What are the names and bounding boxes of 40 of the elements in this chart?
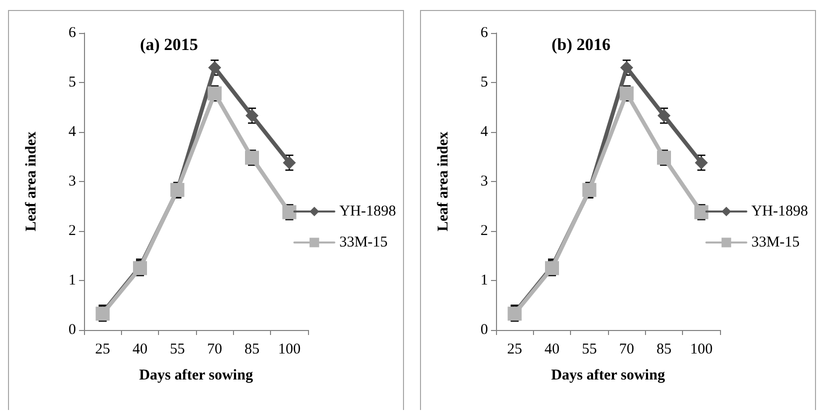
x-tick-label: 40 <box>544 342 560 358</box>
x-tick-label: 70 <box>619 342 634 358</box>
x-axis-title: Days after sowing <box>139 368 254 384</box>
y-axis-title: Leaf area index <box>24 131 40 232</box>
y-tick-label: 0 <box>480 322 488 338</box>
y-tick-label: 1 <box>68 272 76 288</box>
legend-label: YH-1898 <box>339 204 396 220</box>
legend-label: 33M-15 <box>339 234 388 250</box>
y-tick-label: 3 <box>480 174 488 190</box>
chart-title: (b) 2016 <box>551 35 611 54</box>
y-tick-label: 2 <box>480 223 488 239</box>
y-tick-label: 2 <box>68 223 76 239</box>
point <box>282 205 296 220</box>
y-tick-label: 6 <box>480 25 488 41</box>
y-tick-label: 1 <box>480 272 488 288</box>
x-tick-label: 25 <box>95 342 110 358</box>
y-tick-label: 3 <box>68 174 76 190</box>
x-tick-label: 55 <box>582 342 597 358</box>
x-tick-label: 85 <box>656 342 672 358</box>
point <box>620 86 634 100</box>
y-tick-label: 5 <box>68 74 76 90</box>
legend-label: 33M-15 <box>751 234 800 250</box>
x-tick-label: 85 <box>244 342 260 358</box>
x-tick-label: 25 <box>507 342 522 358</box>
x-axis-title: Days after sowing <box>551 368 666 384</box>
x-tick-label: 40 <box>132 342 148 358</box>
legend-label: YH-1898 <box>751 204 808 220</box>
y-tick-label: 0 <box>68 322 76 338</box>
x-tick-label: 70 <box>207 342 222 358</box>
y-tick-label: 4 <box>68 124 76 140</box>
x-tick-label: 55 <box>170 342 185 358</box>
y-tick-label: 5 <box>480 74 488 90</box>
y-axis-title: Leaf area index <box>436 131 452 232</box>
y-tick-label: 6 <box>68 25 76 41</box>
chart-title: (a) 2015 <box>140 35 198 54</box>
y-tick-label: 4 <box>480 124 488 140</box>
point <box>208 86 222 100</box>
x-tick-label: 100 <box>278 342 301 358</box>
x-tick-label: 100 <box>690 342 713 358</box>
point <box>694 205 708 220</box>
